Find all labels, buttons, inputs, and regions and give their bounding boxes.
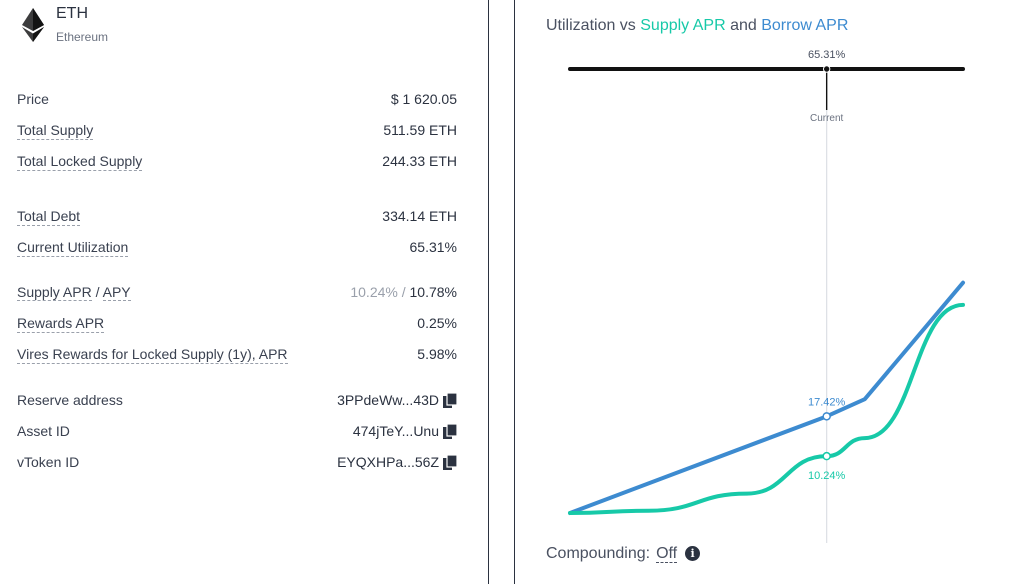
asset-details-panel: ETH Ethereum Price $ 1 620.05 Total Supp… [0,0,488,584]
apy-value: 10.78% [409,284,457,300]
total-supply-value: 511.59 ETH [383,122,457,138]
copy-icon[interactable] [443,423,457,439]
supply-apr-line [568,302,965,515]
utilization-apr-chart: 65.31% Current 17.42% 10.24% [568,49,965,543]
rewards-apr-label[interactable]: Rewards APR [17,315,105,333]
reserve-address-row: Reserve address 3PPdeWw...43D [17,392,457,414]
vtoken-id-label: vToken ID [17,454,80,470]
supply-apr-row: Supply APR / APY 10.24% / 10.78% [17,284,457,306]
current-utilization-label[interactable]: Current Utilization [17,239,129,257]
price-label: Price [17,91,49,107]
current-utilization-marker-label: Current [810,113,844,124]
total-locked-supply-row: Total Locked Supply 244.33 ETH [17,153,457,175]
asset-name: Ethereum [56,30,109,44]
reserve-address-label: Reserve address [17,392,123,408]
asset-id-value-group: 474jTeY...Unu [353,423,457,439]
supply-apr-apy-value: 10.24% / 10.78% [350,284,457,300]
vires-rewards-value: 5.98% [417,346,457,362]
reserve-address-value-group: 3PPdeWw...43D [337,392,457,408]
compounding-setting: Compounding: Off i [546,545,701,563]
vtoken-id-row: vToken ID EYQXHPa...56Z [17,454,457,476]
copy-icon[interactable] [443,454,457,470]
rewards-apr-value: 0.25% [417,315,457,331]
compounding-label: Compounding: [546,545,651,562]
total-debt-value: 334.14 ETH [382,208,457,224]
asset-id-value: 474jTeY...Unu [352,423,439,439]
borrow-apr-current-label: 17.42% [808,396,846,408]
panel-divider [514,0,515,584]
info-icon[interactable]: i [685,546,701,561]
copy-icon[interactable] [443,392,457,408]
price-value: $ 1 620.05 [390,91,457,107]
reserve-address-value: 3PPdeWw...43D [337,392,439,408]
supply-apr-value-slash: / [401,284,406,300]
total-supply-label[interactable]: Total Supply [17,122,94,140]
current-utilization-row: Current Utilization 65.31% [17,239,457,261]
vtoken-id-value: EYQXHPa...56Z [337,454,439,470]
borrow-apr-line [568,280,965,515]
apy-label[interactable]: APY [102,284,131,301]
chart-title-borrow: Borrow APR [761,17,849,34]
asset-id-label: Asset ID [17,423,70,439]
compounding-toggle[interactable]: Off [656,545,678,563]
supply-apr-value: 10.24% [350,284,398,300]
supply-apr-slash: / [95,284,100,300]
vires-rewards-label[interactable]: Vires Rewards for Locked Supply (1y), AP… [17,346,288,364]
vtoken-id-value-group: EYQXHPa...56Z [337,454,457,470]
total-debt-label[interactable]: Total Debt [17,208,81,226]
supply-apr-current-point [822,451,831,461]
vires-rewards-row: Vires Rewards for Locked Supply (1y), AP… [17,346,457,368]
chart-title-mid: and [725,17,762,34]
chart-title-prefix: Utilization vs [546,17,641,34]
rewards-apr-row: Rewards APR 0.25% [17,315,457,337]
current-utilization-marker-value: 65.31% [808,49,846,61]
supply-apr-label-group: Supply APR / APY [17,284,131,301]
asset-id-row: Asset ID 474jTeY...Unu [17,423,457,445]
supply-apr-label[interactable]: Supply APR [17,284,92,301]
panel-divider [488,0,489,584]
asset-symbol: ETH [56,5,88,22]
chart-title-supply: Supply APR [640,17,726,34]
price-row: Price $ 1 620.05 [17,91,457,113]
chart-title: Utilization vs Supply APR and Borrow APR [546,17,848,35]
borrow-apr-current-point [822,412,831,421]
supply-apr-current-label: 10.24% [808,470,846,482]
current-utilization-value: 65.31% [409,239,457,255]
total-supply-row: Total Supply 511.59 ETH [17,122,457,144]
ethereum-logo-icon [22,8,44,42]
current-utilization-handle[interactable] [822,65,831,73]
total-locked-supply-value: 244.33 ETH [382,153,457,169]
total-locked-supply-label[interactable]: Total Locked Supply [17,153,143,171]
total-debt-row: Total Debt 334.14 ETH [17,208,457,230]
